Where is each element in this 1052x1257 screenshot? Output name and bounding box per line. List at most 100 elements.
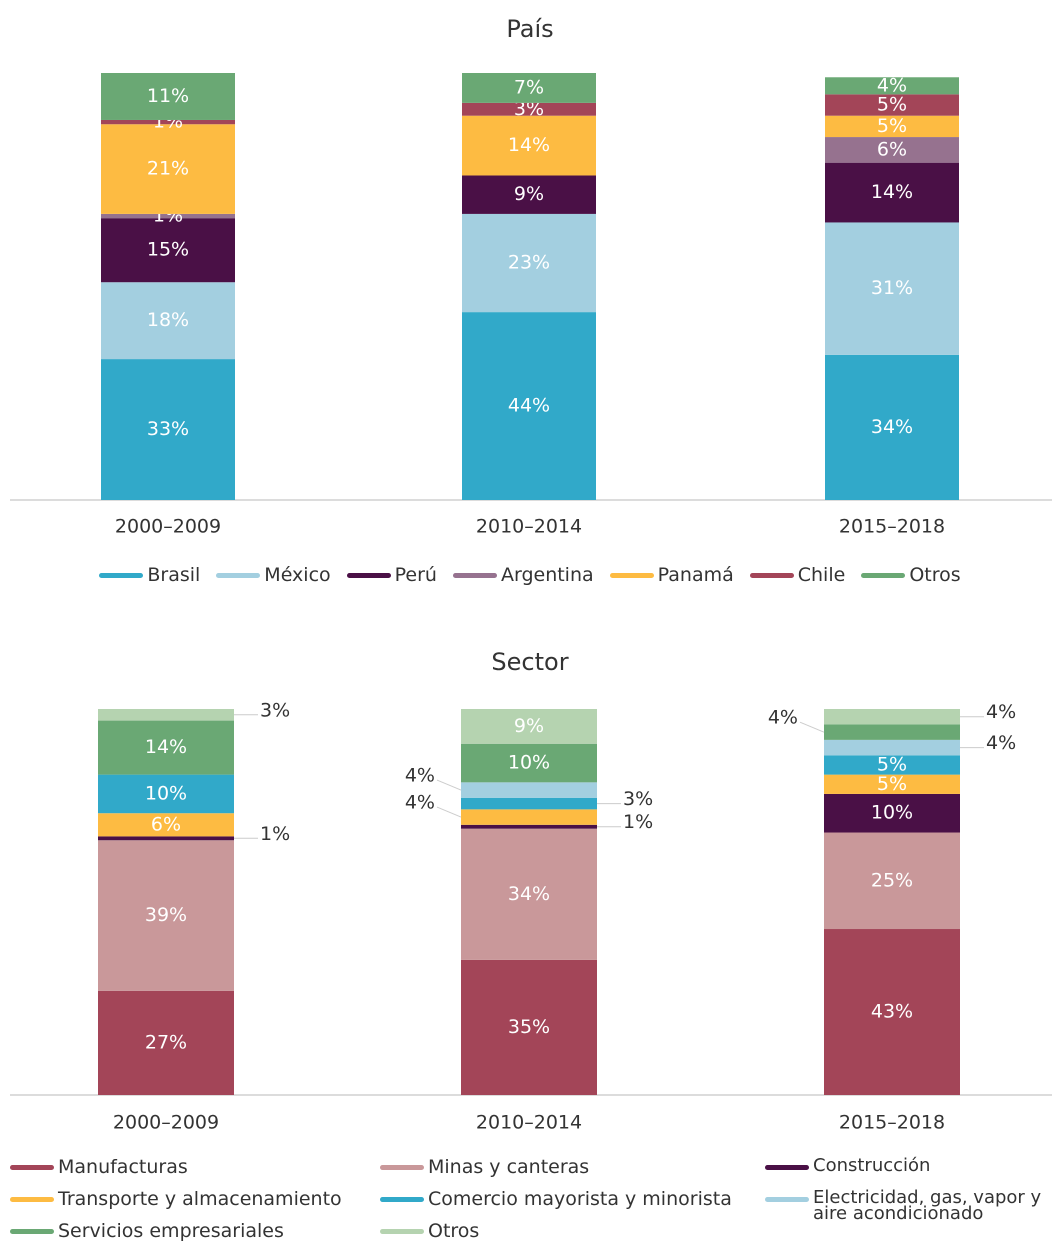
data-label: 4%	[986, 701, 1016, 723]
bar-segment	[824, 774, 960, 794]
data-label: 5%	[877, 753, 907, 775]
bar-segment	[101, 213, 235, 219]
data-label: 10%	[508, 752, 550, 774]
bar-segment	[825, 137, 959, 163]
bar-segment	[461, 959, 597, 1095]
x-tick-label: 2010–2014	[476, 1112, 582, 1134]
legend-label: Perú	[394, 564, 437, 586]
chart-title: País	[506, 15, 553, 43]
legend-swatch	[99, 573, 144, 578]
legend-label: Otros	[428, 1220, 480, 1242]
data-label: 5%	[877, 115, 907, 137]
bar-segment	[462, 312, 596, 500]
legend-item: Perú	[346, 564, 437, 586]
data-label: 31%	[871, 277, 913, 299]
legend-swatch	[10, 1197, 54, 1202]
bar-segment	[825, 77, 959, 95]
legend-swatch	[609, 573, 654, 578]
bar-segment	[824, 832, 960, 930]
bar-segment	[462, 73, 596, 103]
legend-label: Otros	[909, 564, 961, 586]
leader-line	[436, 779, 462, 791]
bar-segment	[461, 824, 597, 829]
bar-segment	[98, 813, 234, 837]
legend-item: Panamá	[609, 566, 734, 585]
data-label: 15%	[147, 239, 189, 261]
data-label: 9%	[514, 183, 544, 205]
data-label: 4%	[405, 792, 435, 814]
bar-segment	[824, 755, 960, 775]
legend-item: México	[216, 564, 331, 586]
data-label: 4%	[768, 707, 798, 729]
bar-segment	[461, 828, 597, 960]
legend-item: Transporte y almacenamiento	[10, 1190, 342, 1209]
data-label: 18%	[147, 309, 189, 331]
bar-segment	[824, 709, 960, 725]
bar-segment	[825, 354, 959, 500]
legend-label: México	[264, 564, 331, 586]
bar-segment	[825, 94, 959, 116]
bar-segment	[461, 782, 597, 798]
bar-segment	[98, 720, 234, 775]
bar-segment	[462, 213, 596, 313]
chart-title: Sector	[491, 648, 568, 676]
data-label: 4%	[405, 765, 435, 787]
data-label: 6%	[151, 813, 181, 835]
legend-swatch	[861, 573, 906, 578]
data-label: 14%	[145, 736, 187, 758]
legend-item: Comercio mayorista y minorista	[380, 1190, 732, 1209]
legend-label: Argentina	[500, 564, 594, 586]
bar-segment	[461, 797, 597, 810]
data-label: 3%	[514, 98, 544, 120]
data-label: 43%	[871, 1001, 913, 1023]
bar-segment	[98, 774, 234, 814]
bar-segment	[462, 115, 596, 176]
legend-item: Construcción	[765, 1155, 1052, 1176]
bar-segment	[98, 836, 234, 841]
data-label: 33%	[147, 418, 189, 440]
bar-segment	[824, 793, 960, 833]
bar-segment	[462, 102, 596, 116]
legend-swatch	[10, 1165, 54, 1170]
legend-swatch	[216, 573, 261, 578]
bar-segment	[101, 359, 235, 500]
data-label: 44%	[508, 395, 550, 417]
bar-segment	[824, 929, 960, 1095]
legend-label: Chile	[797, 564, 846, 586]
data-label: 6%	[877, 138, 907, 160]
legend-item: Electricidad, gas, vapor y aire acondici…	[765, 1187, 1052, 1224]
legend-item: Brasil	[99, 566, 200, 585]
bar-segment	[98, 840, 234, 991]
bar-segment	[101, 119, 235, 125]
x-tick-label: 2015–2018	[839, 1112, 945, 1134]
x-tick-label: 2000–2009	[113, 1112, 219, 1134]
legend-label: Servicios empresariales	[58, 1220, 284, 1242]
data-label: 9%	[514, 715, 544, 737]
legend-label: Electricidad, gas, vapor y aire acondici…	[813, 1187, 1042, 1224]
bar-segment	[98, 990, 234, 1095]
bar-segment	[101, 124, 235, 214]
bar-segment	[461, 709, 597, 744]
data-label: 14%	[508, 134, 550, 156]
legend-item: Otros	[380, 1222, 479, 1241]
data-label: 39%	[145, 904, 187, 926]
x-tick-label: 2015–2018	[839, 516, 945, 538]
legend-swatch	[10, 1229, 54, 1234]
bar-segment	[824, 724, 960, 740]
bar-segment	[98, 709, 234, 721]
bar-segment	[825, 222, 959, 355]
legend-swatch	[380, 1197, 424, 1202]
data-label: 10%	[145, 782, 187, 804]
data-label: 5%	[877, 94, 907, 116]
leader-line	[799, 721, 825, 733]
bar-segment	[824, 739, 960, 756]
data-label: 35%	[508, 1016, 550, 1038]
bar-segment	[461, 809, 597, 825]
legend-item: Argentina	[452, 564, 594, 586]
data-label: 23%	[508, 252, 550, 274]
legend-label: Minas y canteras	[428, 1156, 590, 1178]
legend-item: Chile	[749, 564, 846, 586]
legend-swatch	[380, 1229, 424, 1234]
legend-label: Construcción	[813, 1155, 931, 1176]
